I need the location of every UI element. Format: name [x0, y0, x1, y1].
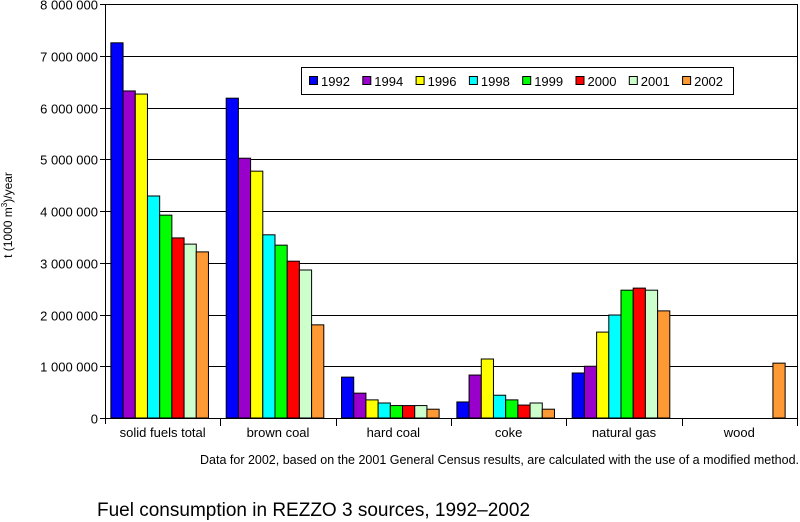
bar-1998: [377, 402, 391, 419]
bar-2001: [644, 289, 659, 419]
legend-label-1992: 1992: [321, 74, 350, 89]
bar-1994: [583, 365, 598, 419]
bar-2001: [529, 402, 543, 419]
bar-1992: [456, 401, 470, 419]
bar-1994: [237, 157, 252, 419]
bar-2002: [541, 408, 555, 419]
bar-1998: [608, 314, 622, 419]
legend-label-1994: 1994: [374, 74, 403, 89]
bar-1994: [353, 392, 367, 419]
gridlines: [105, 4, 797, 367]
bar-1996: [134, 93, 148, 419]
bar-2002: [426, 408, 440, 419]
legend-swatch-2001: [628, 76, 638, 85]
y-tick-label: 0: [91, 412, 98, 427]
bar-2002: [311, 324, 325, 419]
y-tick-label: 5 000 000: [40, 153, 98, 168]
x-category-label: brown coal: [247, 425, 310, 440]
bar-2002: [195, 251, 209, 419]
bar-2002: [772, 362, 786, 419]
bar-2000: [632, 287, 646, 419]
bar-1999: [274, 244, 288, 419]
legend: 1992 1994 1996 1998 1999 2000 2001 2002: [301, 67, 734, 95]
legend-label-1996: 1996: [428, 74, 457, 89]
bar-1992: [225, 97, 239, 419]
x-category-label: coke: [495, 425, 522, 440]
y-tick-label: 3 000 000: [40, 257, 98, 272]
legend-label-2002: 2002: [694, 74, 723, 89]
legend-label-1999: 1999: [534, 74, 563, 89]
legend-swatch-1998: [468, 76, 478, 85]
bar-1998: [146, 195, 161, 419]
legend-swatch-1999: [522, 76, 532, 85]
legend-swatch-2000: [575, 76, 585, 85]
bar-1999: [159, 214, 173, 419]
bar-2000: [171, 237, 185, 419]
y-tick-label: 8 000 000: [40, 0, 98, 13]
y-ticks: 0 1 000 000 2 000 000 3 000 000 4 000 000 5 0…: [40, 0, 105, 427]
legend-swatch-1994: [362, 76, 372, 85]
legend-swatch-1992: [309, 76, 318, 85]
y-tick-label: 2 000 000: [40, 309, 98, 324]
bar-1996: [480, 358, 494, 419]
legend-label-2001: 2001: [641, 74, 670, 89]
chart-title: Fuel consumption in REZZO 3 sources, 199…: [97, 500, 531, 521]
legend-label-2000: 2000: [588, 74, 617, 89]
x-category-label: natural gas: [592, 425, 657, 440]
legend-swatch-1996: [415, 76, 425, 85]
y-axis-label: t (1000 m3)/year: [0, 172, 15, 258]
legend-label-1998: 1998: [481, 74, 510, 89]
bar-1996: [596, 331, 610, 419]
bar-2001: [183, 243, 197, 419]
x-categories: solid fuels total brown coal hard coal coke…: [120, 418, 755, 440]
y-tick-label: 1 000 000: [40, 360, 98, 375]
x-category-label: wood: [723, 425, 755, 440]
bar-2000: [402, 405, 416, 419]
legend-box: [301, 67, 734, 95]
bar-1999: [505, 399, 519, 419]
bar-chart: 0 1 000 000 2 000 000 3 000 000 4 000 000 5 0…: [0, 0, 798, 440]
bar-2002: [657, 310, 671, 419]
bar-1994: [122, 90, 136, 419]
x-category-label: hard coal: [367, 425, 421, 440]
bar-1992: [571, 372, 585, 419]
y-tick-label: 7 000 000: [40, 50, 98, 65]
x-category-label: solid fuels total: [120, 425, 206, 440]
bar-1994: [468, 374, 482, 419]
legend-swatch-2002: [682, 76, 692, 85]
bar-1992: [341, 376, 355, 419]
bar-1999: [389, 405, 404, 419]
bar-1996: [365, 399, 379, 419]
bar-1992: [110, 42, 124, 419]
bar-2001: [298, 269, 313, 419]
bar-1999: [620, 289, 634, 419]
bar-2001: [414, 405, 428, 419]
y-tick-label: 6 000 000: [40, 102, 98, 117]
bars: [110, 42, 786, 419]
bar-1998: [262, 234, 276, 419]
bar-1998: [492, 394, 507, 419]
bar-1996: [250, 170, 264, 419]
bar-2000: [286, 260, 300, 419]
footnote-text: Data for 2002, based on the 2001 General…: [200, 453, 799, 467]
bar-2000: [517, 404, 531, 419]
y-tick-label: 4 000 000: [40, 205, 98, 220]
